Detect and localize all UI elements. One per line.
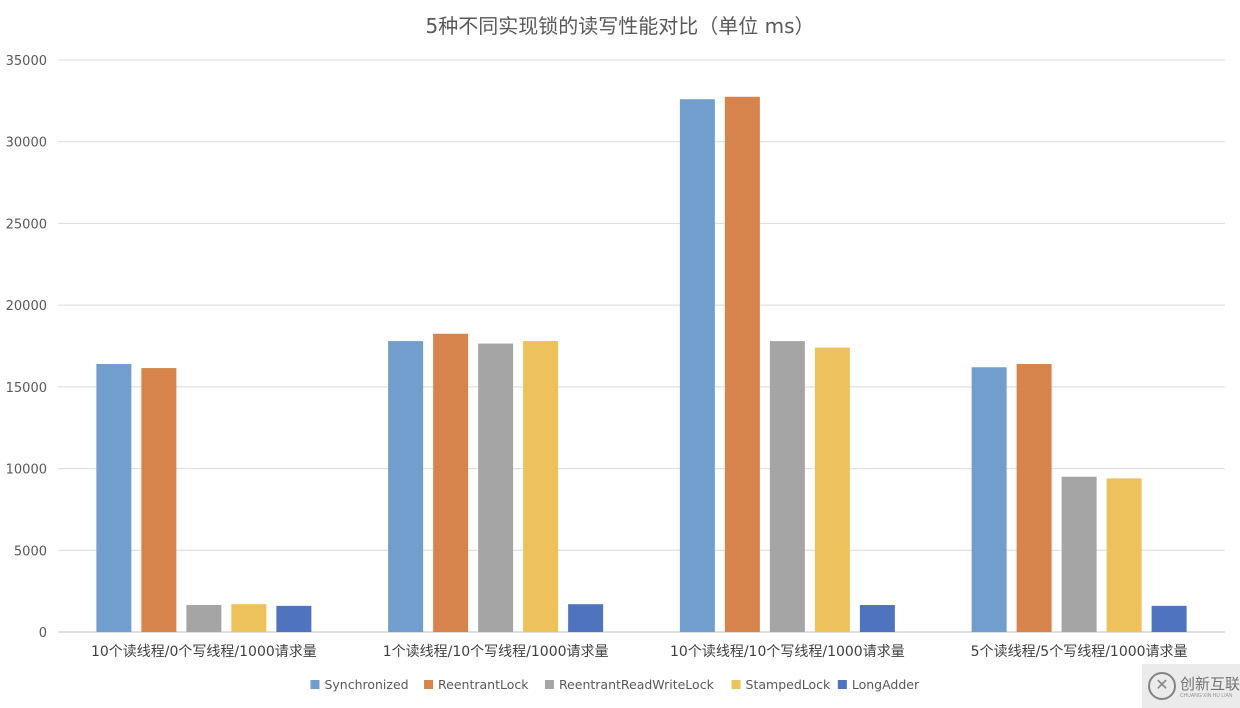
bar-synchronized [96, 363, 132, 632]
bar-reentrantlock [433, 333, 469, 632]
y-tick-label: 20000 [6, 299, 47, 314]
bar-stampedlock [231, 604, 267, 632]
bar-synchronized [679, 99, 715, 633]
y-tick-label: 10000 [6, 463, 47, 478]
y-tick-label: 35000 [6, 54, 47, 69]
bar-stampedlock [814, 347, 850, 632]
bar-reentrantlock [141, 368, 177, 632]
legend-label: StampedLock [746, 677, 831, 692]
watermark-text: 创新互联 [1180, 675, 1240, 693]
bar-reentrantreadwritelock [478, 343, 514, 632]
legend-label: LongAdder [852, 677, 920, 692]
y-tick-label: 15000 [6, 381, 47, 396]
y-tick-label: 30000 [6, 136, 47, 151]
bar-reentrantreadwritelock [186, 605, 222, 632]
legend-swatch [310, 680, 320, 689]
bar-longadder [276, 605, 312, 632]
bar-reentrantreadwritelock [769, 341, 805, 632]
watermark-logo: ✕ 创新互联 CHUANG XIN HU LIAN [1142, 664, 1240, 708]
y-tick-label: 0 [39, 626, 47, 641]
bar-reentrantlock [1016, 363, 1052, 632]
x-category-label: 1个读线程/10个写线程/1000请求量 [383, 643, 609, 660]
bar-reentrantlock [724, 96, 760, 633]
bar-longadder [1151, 605, 1187, 632]
bar-synchronized [971, 367, 1007, 632]
chart-title: 5种不同实现锁的读写性能对比（单位 ms） [425, 14, 815, 38]
y-tick-label: 5000 [14, 544, 47, 559]
legend-swatch [544, 680, 554, 689]
legend-label: ReentrantReadWriteLock [559, 677, 715, 692]
y-tick-label: 25000 [6, 217, 47, 232]
bar-longadder [568, 604, 604, 632]
legend-label: Synchronized [324, 677, 408, 692]
bar-synchronized [388, 341, 424, 632]
legend-swatch [424, 680, 434, 689]
legend-swatch [837, 680, 847, 689]
x-category-label: 10个读线程/10个写线程/1000请求量 [670, 643, 905, 660]
legend-swatch [731, 680, 741, 689]
watermark-subtext: CHUANG XIN HU LIAN [1180, 693, 1233, 699]
x-category-label: 10个读线程/0个写线程/1000请求量 [91, 643, 317, 660]
bar-stampedlock [1106, 478, 1142, 632]
bar-stampedlock [523, 341, 559, 632]
legend-label: ReentrantLock [438, 677, 529, 692]
logo-icon: ✕ [1148, 672, 1176, 700]
bar-longadder [859, 605, 895, 632]
bar-reentrantreadwritelock [1061, 476, 1097, 632]
x-category-label: 5个读线程/5个写线程/1000请求量 [971, 643, 1188, 660]
